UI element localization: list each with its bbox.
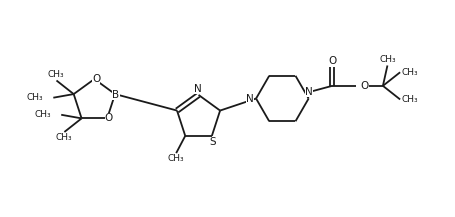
Text: CH₃: CH₃ bbox=[27, 93, 43, 102]
Text: CH₃: CH₃ bbox=[55, 133, 71, 142]
Text: CH₃: CH₃ bbox=[400, 68, 417, 77]
Text: O: O bbox=[105, 113, 113, 123]
Text: CH₃: CH₃ bbox=[378, 55, 395, 64]
Text: N: N bbox=[193, 84, 201, 94]
Text: N: N bbox=[304, 87, 312, 97]
Text: CH₃: CH₃ bbox=[167, 155, 184, 163]
Text: B: B bbox=[112, 90, 119, 100]
Text: CH₃: CH₃ bbox=[47, 70, 64, 79]
Text: O: O bbox=[327, 56, 336, 66]
Text: N: N bbox=[246, 94, 253, 104]
Text: O: O bbox=[92, 74, 100, 84]
Text: CH₃: CH₃ bbox=[35, 110, 51, 119]
Text: O: O bbox=[359, 81, 368, 91]
Text: S: S bbox=[209, 137, 216, 147]
Text: CH₃: CH₃ bbox=[400, 95, 417, 104]
